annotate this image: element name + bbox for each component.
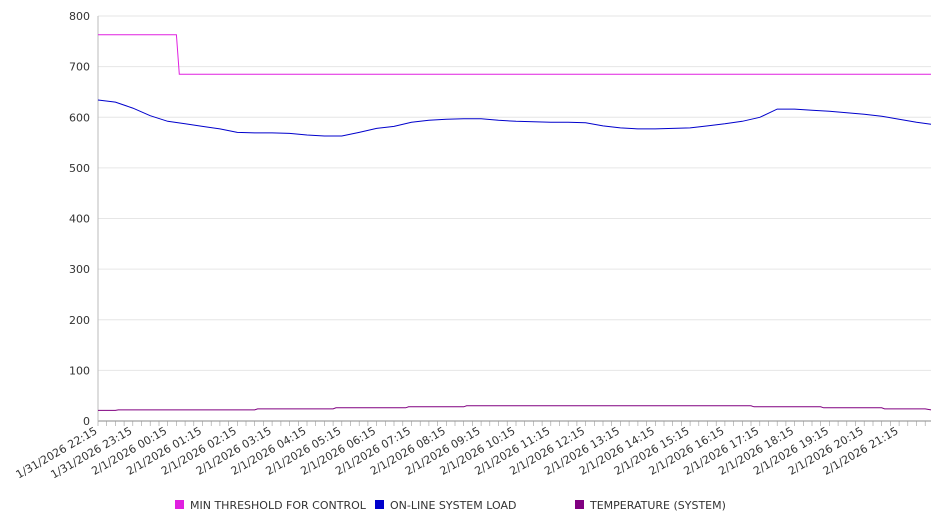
legend-label-2: TEMPERATURE (SYSTEM) — [589, 499, 726, 512]
series-line-0 — [98, 34, 931, 75]
y-tick-label: 800 — [69, 10, 90, 23]
y-tick-label: 200 — [69, 314, 90, 327]
y-tick-label: 100 — [69, 364, 90, 377]
legend-swatch-1 — [375, 500, 384, 509]
legend-label-0: MIN THRESHOLD FOR CONTROL — [190, 499, 367, 512]
y-tick-label: 0 — [83, 415, 90, 428]
y-tick-label: 600 — [69, 111, 90, 124]
series-line-1 — [97, 99, 932, 137]
x-minor-ticks — [97, 421, 926, 426]
series-line-2 — [98, 405, 932, 411]
legend-swatch-2 — [575, 500, 584, 509]
y-tick-label: 500 — [69, 162, 90, 175]
y-tick-label: 400 — [69, 213, 90, 226]
y-tick-label: 700 — [69, 61, 90, 74]
legend-label-1: ON-LINE SYSTEM LOAD — [390, 499, 516, 512]
legend-swatch-0 — [175, 500, 184, 509]
y-tick-label: 300 — [69, 263, 90, 276]
